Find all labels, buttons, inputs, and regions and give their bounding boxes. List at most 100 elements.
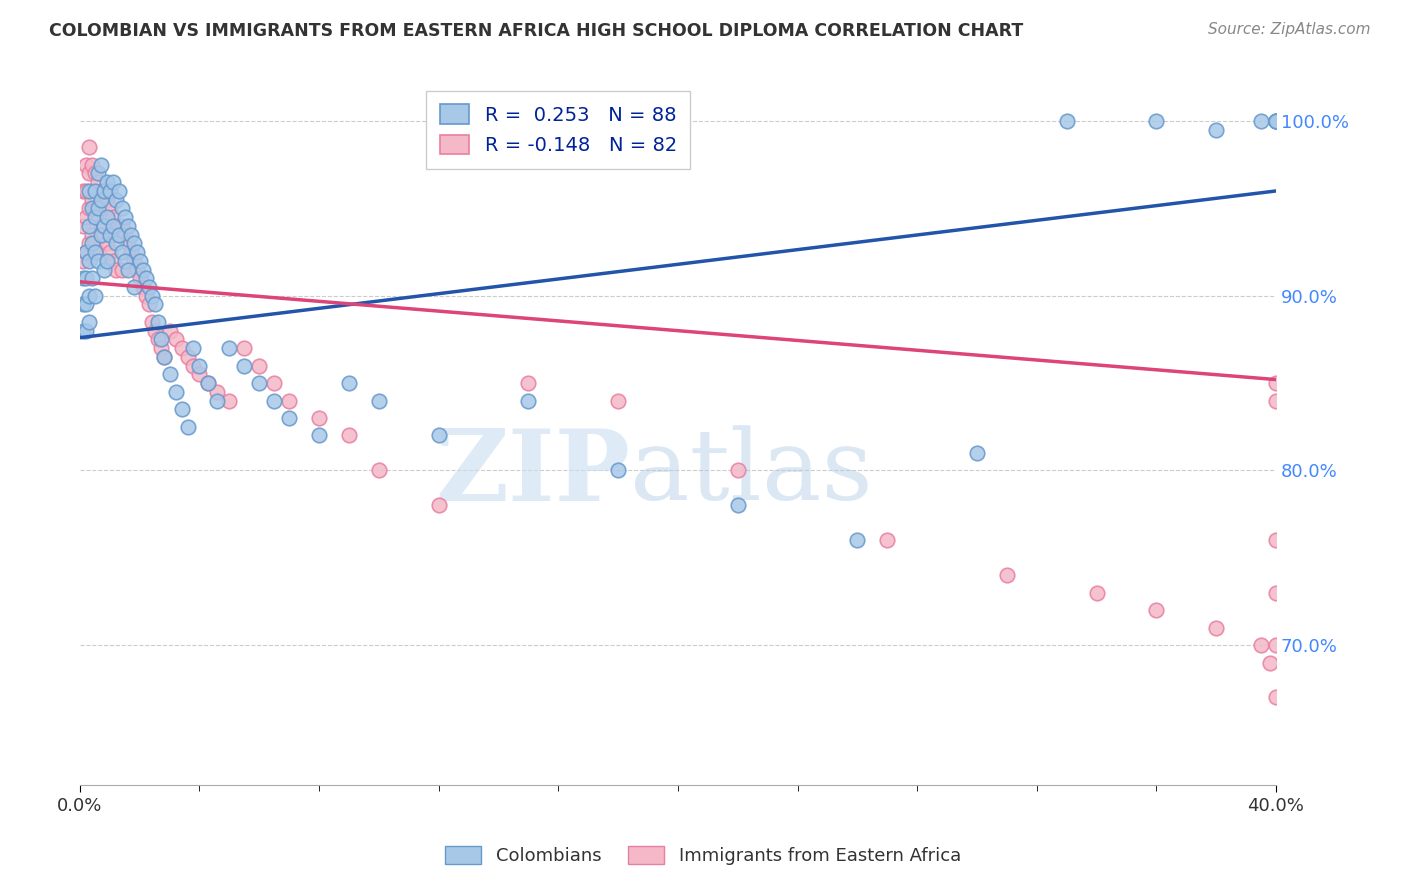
Point — [183, 341, 205, 355]
Point — [247, 376, 270, 390]
Point — [75, 245, 97, 260]
Point — [1144, 114, 1167, 128]
Point — [278, 393, 301, 408]
Point — [87, 175, 110, 189]
Point — [1265, 533, 1288, 548]
Point — [77, 167, 100, 181]
Point — [114, 227, 136, 242]
Point — [98, 184, 121, 198]
Point — [98, 202, 121, 216]
Point — [101, 253, 124, 268]
Point — [104, 262, 127, 277]
Point — [96, 236, 118, 251]
Point — [83, 184, 105, 198]
Point — [1265, 114, 1288, 128]
Point — [846, 533, 869, 548]
Point — [120, 245, 142, 260]
Point — [80, 227, 103, 242]
Point — [72, 184, 94, 198]
Point — [80, 158, 103, 172]
Point — [165, 333, 187, 347]
Point — [87, 210, 110, 224]
Point — [77, 315, 100, 329]
Point — [80, 193, 103, 207]
Point — [263, 376, 285, 390]
Point — [427, 499, 450, 513]
Point — [114, 210, 136, 224]
Point — [1085, 585, 1108, 599]
Point — [1265, 376, 1288, 390]
Text: ZIP: ZIP — [436, 425, 630, 522]
Point — [83, 236, 105, 251]
Point — [72, 297, 94, 311]
Point — [101, 219, 124, 233]
Point — [80, 271, 103, 285]
Point — [122, 236, 145, 251]
Point — [1265, 114, 1288, 128]
Point — [75, 158, 97, 172]
Point — [93, 262, 115, 277]
Point — [170, 341, 193, 355]
Point — [83, 202, 105, 216]
Point — [149, 333, 172, 347]
Point — [143, 297, 166, 311]
Point — [607, 393, 630, 408]
Point — [308, 411, 330, 425]
Point — [1144, 603, 1167, 617]
Point — [72, 219, 94, 233]
Point — [131, 280, 153, 294]
Point — [111, 262, 134, 277]
Legend: Colombians, Immigrants from Eastern Africa: Colombians, Immigrants from Eastern Afri… — [436, 837, 970, 874]
Point — [101, 175, 124, 189]
Point — [218, 393, 240, 408]
Point — [263, 393, 285, 408]
Point — [1265, 114, 1288, 128]
Point — [337, 428, 360, 442]
Point — [308, 428, 330, 442]
Point — [87, 167, 110, 181]
Point — [367, 463, 389, 477]
Point — [607, 463, 630, 477]
Point — [75, 245, 97, 260]
Point — [135, 289, 157, 303]
Point — [159, 324, 181, 338]
Point — [141, 315, 163, 329]
Point — [197, 376, 219, 390]
Point — [77, 253, 100, 268]
Point — [80, 236, 103, 251]
Point — [93, 184, 115, 198]
Point — [98, 245, 121, 260]
Point — [1265, 585, 1288, 599]
Point — [727, 499, 749, 513]
Point — [1258, 656, 1281, 670]
Point — [966, 446, 988, 460]
Point — [111, 202, 134, 216]
Point — [72, 271, 94, 285]
Point — [141, 289, 163, 303]
Point — [146, 315, 169, 329]
Text: Source: ZipAtlas.com: Source: ZipAtlas.com — [1208, 22, 1371, 37]
Point — [233, 359, 256, 373]
Point — [72, 253, 94, 268]
Point — [77, 289, 100, 303]
Point — [96, 253, 118, 268]
Legend: R =  0.253   N = 88, R = -0.148   N = 82: R = 0.253 N = 88, R = -0.148 N = 82 — [426, 91, 690, 169]
Point — [197, 376, 219, 390]
Point — [207, 393, 229, 408]
Point — [1250, 638, 1272, 652]
Point — [128, 271, 150, 285]
Point — [75, 297, 97, 311]
Point — [117, 219, 139, 233]
Point — [337, 376, 360, 390]
Point — [1205, 621, 1227, 635]
Point — [104, 219, 127, 233]
Point — [367, 393, 389, 408]
Point — [90, 193, 112, 207]
Point — [77, 202, 100, 216]
Point — [138, 297, 160, 311]
Point — [98, 227, 121, 242]
Point — [233, 341, 256, 355]
Point — [125, 262, 148, 277]
Point — [107, 227, 129, 242]
Point — [77, 140, 100, 154]
